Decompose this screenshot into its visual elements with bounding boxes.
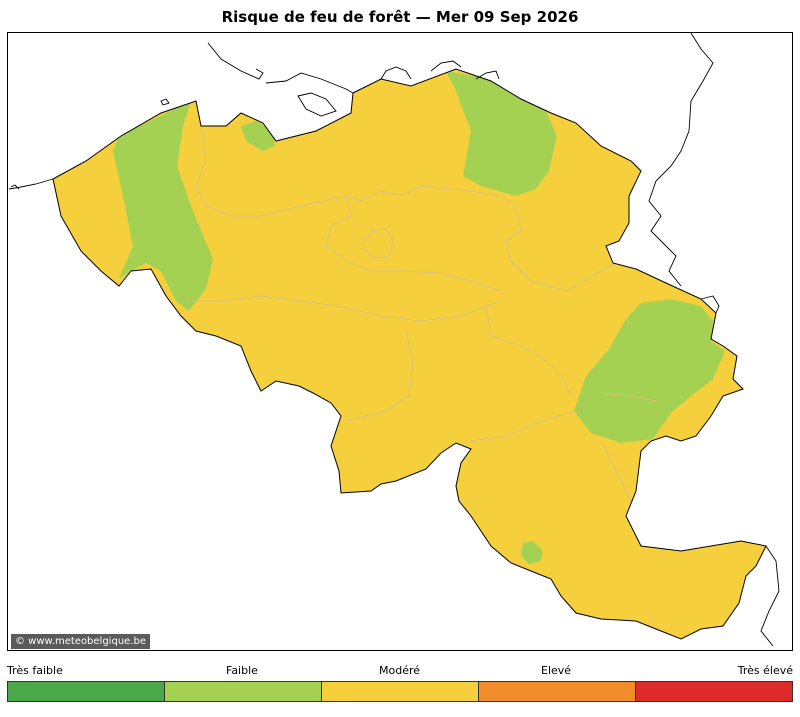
legend-labels: Très faible Faible Modéré Elevé Très éle…: [7, 664, 793, 678]
legend-label-low: Faible: [226, 664, 258, 677]
legend-swatch-very-low: [8, 682, 165, 701]
legend-swatch-low: [165, 682, 322, 701]
legend-color-bar: [7, 681, 793, 702]
legend-label-very-high: Très élevé: [737, 664, 793, 677]
legend-swatch-high: [479, 682, 636, 701]
belgium-risk-map: [8, 33, 780, 647]
legend-label-very-low: Très faible: [7, 664, 63, 677]
map-panel: [7, 32, 793, 651]
eupen-ardennes-low-risk-zone: [574, 299, 725, 443]
copyright-label: © www.meteobelgique.be: [11, 634, 150, 649]
legend-label-moderate: Modéré: [379, 664, 421, 677]
south-small-low-risk-zone: [521, 541, 543, 564]
legend-swatch-very-high: [636, 682, 792, 701]
neighbour-borders: [8, 33, 780, 647]
map-title: Risque de feu de forêt — Mer 09 Sep 2026: [221, 8, 579, 26]
legend-swatch-moderate: [322, 682, 479, 701]
legend-label-high: Elevé: [541, 664, 572, 677]
province-boundaries: [186, 125, 657, 547]
west-flanders-low-risk-zone: [113, 101, 213, 311]
